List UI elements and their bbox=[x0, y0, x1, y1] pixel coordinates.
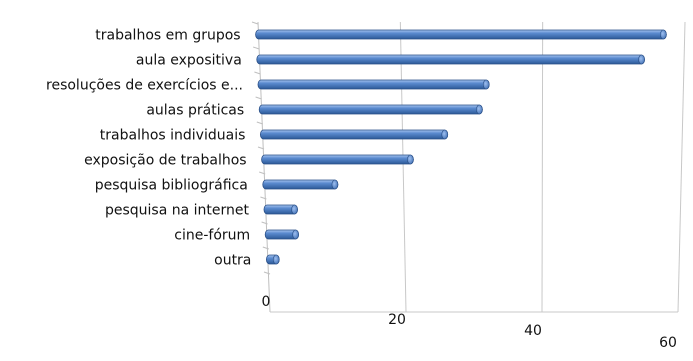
category-label: resoluções de exercícios e... bbox=[46, 78, 243, 94]
bar-cap bbox=[407, 154, 414, 165]
label-layer: trabalhos em grupos aula expositiva resolu… bbox=[46, 28, 677, 352]
bar-layer bbox=[255, 29, 667, 265]
bar-cap bbox=[482, 79, 490, 90]
category-tick bbox=[253, 46, 260, 50]
bar-cap bbox=[291, 204, 298, 215]
bar-3 bbox=[258, 104, 483, 115]
category-label: pesquisa na internet bbox=[105, 203, 250, 219]
bar-body bbox=[255, 29, 667, 40]
bar-body bbox=[256, 54, 645, 65]
bar-body bbox=[262, 179, 339, 190]
bar-cap bbox=[272, 254, 280, 265]
bar-4 bbox=[260, 129, 449, 140]
bar-cap bbox=[638, 54, 645, 65]
bar-7 bbox=[263, 204, 298, 215]
x-tick-label: 20 bbox=[388, 312, 406, 328]
bar-cap bbox=[476, 104, 483, 115]
bar-6 bbox=[262, 179, 339, 190]
category-label: exposição de trabalhos bbox=[84, 153, 246, 169]
bar-body bbox=[261, 154, 414, 165]
axis-layer bbox=[251, 21, 678, 313]
x-tick-label: 0 bbox=[262, 294, 271, 310]
bar-cap bbox=[292, 229, 299, 240]
bar-1 bbox=[256, 54, 645, 65]
category-label: outra bbox=[214, 253, 251, 269]
category-tick bbox=[255, 96, 262, 100]
gridline-20 bbox=[399, 21, 407, 313]
bar-8 bbox=[264, 229, 299, 240]
bar-cap bbox=[660, 29, 667, 40]
category-label: aula expositiva bbox=[136, 53, 242, 69]
category-label: pesquisa bibliográfica bbox=[95, 178, 248, 194]
x-tick-label: 60 bbox=[659, 335, 677, 351]
category-tick bbox=[256, 121, 263, 125]
x-tick-label: 40 bbox=[524, 323, 542, 339]
bar-2 bbox=[257, 79, 490, 90]
category-tick bbox=[262, 246, 269, 250]
category-label: trabalhos em grupos bbox=[95, 28, 240, 44]
bar-body bbox=[257, 79, 490, 90]
gridline-0 bbox=[257, 21, 271, 313]
category-tick bbox=[259, 171, 266, 175]
gridline-60 bbox=[677, 21, 686, 313]
category-label: cine-fórum bbox=[174, 228, 250, 244]
category-label: aulas práticas bbox=[146, 103, 244, 119]
bar-5 bbox=[261, 154, 414, 165]
bar-body bbox=[258, 104, 483, 115]
category-tick bbox=[257, 146, 265, 150]
category-tick bbox=[251, 21, 259, 25]
grid-layer bbox=[257, 21, 686, 313]
category-label: trabalhos individuais bbox=[100, 128, 246, 144]
bar-body bbox=[260, 129, 449, 140]
bar-cap bbox=[331, 179, 339, 190]
category-tick bbox=[263, 271, 271, 275]
gridline-40 bbox=[541, 21, 544, 313]
bar-0 bbox=[255, 29, 667, 40]
bar-cap bbox=[441, 129, 449, 140]
bar-9 bbox=[266, 254, 280, 265]
category-tick bbox=[254, 71, 261, 75]
category-tick bbox=[260, 196, 267, 200]
category-tick bbox=[261, 221, 268, 225]
